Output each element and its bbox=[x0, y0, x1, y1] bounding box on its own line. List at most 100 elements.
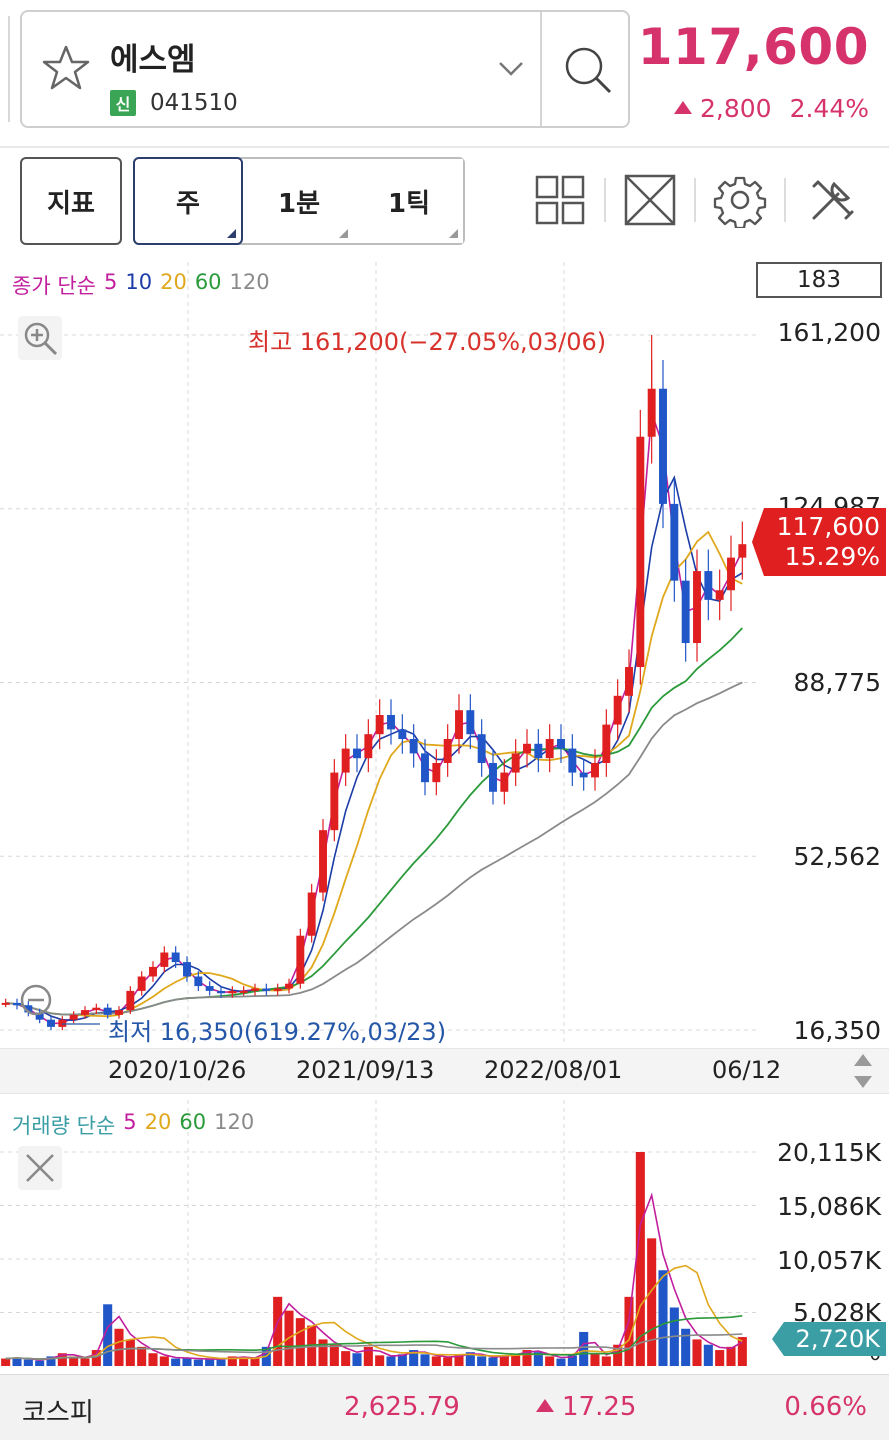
volume-bar bbox=[409, 1350, 419, 1366]
volume-bar bbox=[375, 1355, 385, 1366]
volume-bar bbox=[613, 1344, 623, 1366]
candle-body bbox=[160, 952, 169, 967]
volume-bar bbox=[273, 1296, 283, 1366]
x-tick-label: 2020/10/26 bbox=[108, 1056, 247, 1084]
stock-search-box[interactable]: 에스엠 신 041510 bbox=[20, 10, 630, 128]
period-label: 주 bbox=[176, 188, 200, 219]
layout-grid-icon[interactable] bbox=[532, 172, 588, 228]
candle-body bbox=[149, 966, 157, 977]
volume-bar bbox=[363, 1346, 373, 1366]
volume-bar bbox=[431, 1356, 441, 1366]
back-edge[interactable] bbox=[0, 16, 10, 122]
volume-bar bbox=[35, 1360, 45, 1366]
settings-gear-icon[interactable] bbox=[712, 172, 768, 228]
price-change: 2,800 bbox=[674, 94, 772, 123]
indicator-button[interactable]: 지표 bbox=[20, 157, 122, 245]
candle-body bbox=[239, 990, 248, 993]
volume-chart[interactable] bbox=[0, 1096, 889, 1374]
volume-bar bbox=[159, 1356, 169, 1366]
divider bbox=[604, 178, 606, 222]
corner-indicator bbox=[339, 229, 348, 238]
candle-body bbox=[387, 715, 395, 730]
volume-bar bbox=[250, 1358, 260, 1366]
corner-indicator bbox=[449, 229, 458, 238]
legend-ma-20: 20 bbox=[144, 1110, 172, 1134]
volume-bar bbox=[545, 1356, 555, 1366]
candle-body bbox=[681, 580, 690, 644]
candle-body bbox=[205, 986, 214, 991]
volume-bar bbox=[443, 1357, 453, 1366]
legend-ma-60: 60 bbox=[179, 1110, 207, 1134]
favorite-star-icon[interactable] bbox=[40, 42, 92, 94]
candle-body bbox=[296, 935, 305, 984]
candle-body bbox=[398, 729, 407, 739]
volume-bar bbox=[635, 1152, 645, 1366]
price-ma-legend[interactable]: 종가 단순 5 10 20 60 120 bbox=[12, 270, 270, 300]
candle-body bbox=[341, 748, 350, 773]
volume-bar bbox=[148, 1353, 158, 1366]
volume-bar bbox=[171, 1358, 181, 1366]
current-volume-tag: 2,720K bbox=[772, 1322, 886, 1356]
volume-bar bbox=[125, 1339, 135, 1366]
period-1min-button[interactable]: 1분 bbox=[245, 159, 353, 243]
divider bbox=[784, 178, 786, 222]
volume-bar bbox=[556, 1358, 566, 1366]
legend-ma-120: 120 bbox=[214, 1110, 255, 1134]
candle-body bbox=[183, 962, 191, 977]
date-axis[interactable] bbox=[0, 1048, 889, 1094]
fullscreen-icon[interactable] bbox=[622, 172, 678, 228]
high-price-annotation: 최고 161,200(−27.05%,03/06) bbox=[248, 328, 607, 356]
price-chart[interactable] bbox=[0, 258, 889, 1048]
volume-bar bbox=[737, 1337, 747, 1366]
volume-y-tick: 10,057K bbox=[777, 1246, 881, 1275]
candle-body bbox=[273, 988, 282, 991]
candle-body bbox=[523, 743, 531, 754]
period-1tick-button[interactable]: 1틱 bbox=[355, 159, 463, 243]
zoom-in-icon[interactable] bbox=[18, 316, 62, 360]
legend-prefix: 거래량 단순 bbox=[12, 1114, 116, 1138]
divider bbox=[0, 146, 889, 148]
candle-body bbox=[92, 1007, 101, 1011]
candle-body bbox=[81, 1010, 89, 1015]
legend-ma-20: 20 bbox=[160, 270, 187, 294]
volume-bar bbox=[329, 1344, 339, 1366]
ma-line-2 bbox=[5, 412, 744, 1025]
x-tick-label: 2021/09/13 bbox=[296, 1056, 435, 1084]
volume-ma-legend[interactable]: 거래량 단순 5 20 60 120 bbox=[12, 1110, 254, 1140]
volume-bar bbox=[522, 1350, 532, 1366]
up-triangle-icon bbox=[674, 101, 692, 114]
candle-body bbox=[103, 1007, 112, 1015]
period-count-box[interactable]: 183 bbox=[756, 262, 882, 298]
current-price-tag-value: 117,600 bbox=[776, 512, 880, 541]
ma-line-32 bbox=[5, 681, 743, 1016]
candle-body bbox=[455, 710, 463, 739]
volume-bar bbox=[114, 1328, 124, 1366]
x-tick-label: 06/12 bbox=[712, 1056, 782, 1084]
volume-bar bbox=[12, 1357, 22, 1366]
volume-bar bbox=[69, 1356, 79, 1366]
candle-body bbox=[307, 892, 316, 936]
market-badge: 신 bbox=[110, 90, 136, 116]
y-tick-label: 88,775 bbox=[789, 668, 881, 697]
volume-y-tick: 20,115K bbox=[777, 1138, 881, 1167]
price-change-value: 2,800 bbox=[700, 94, 772, 123]
period-week-button[interactable]: 주 bbox=[133, 157, 243, 245]
volume-bar bbox=[103, 1304, 113, 1366]
index-ticker-bar[interactable] bbox=[0, 1374, 889, 1440]
candle-body bbox=[24, 1005, 33, 1013]
current-price-tag-rate: 15.29% bbox=[784, 542, 880, 571]
volume-bar bbox=[295, 1318, 305, 1366]
chevron-down-icon[interactable] bbox=[497, 57, 525, 79]
volume-bar bbox=[703, 1344, 713, 1366]
resize-arrows-icon[interactable] bbox=[852, 1052, 874, 1090]
close-icon[interactable] bbox=[18, 1146, 62, 1190]
tools-icon[interactable] bbox=[804, 172, 860, 228]
volume-bar bbox=[567, 1355, 577, 1366]
divider bbox=[540, 12, 542, 126]
volume-bar bbox=[715, 1350, 725, 1366]
candle-body bbox=[1, 1002, 10, 1005]
search-icon[interactable] bbox=[560, 42, 616, 98]
zoom-out-icon[interactable] bbox=[16, 980, 60, 1024]
volume-bar bbox=[397, 1354, 407, 1366]
legend-ma-60: 60 bbox=[194, 270, 222, 294]
